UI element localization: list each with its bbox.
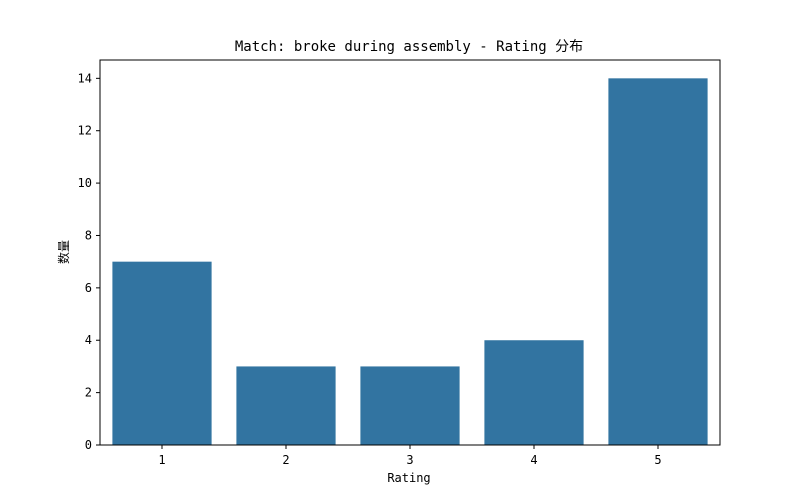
x-tick-label: 1 [158,453,165,467]
x-axis-label: Rating [387,471,430,485]
x-tick-label: 4 [530,453,537,467]
y-tick-label: 2 [85,386,92,400]
y-axis: 0 2 4 6 8 10 12 14 [78,71,100,452]
y-axis-label: 数量 [56,240,71,264]
y-tick-label: 6 [85,281,92,295]
bar-rating-5 [608,78,708,445]
x-tick-label: 3 [406,453,413,467]
x-tick-label: 2 [282,453,289,467]
y-tick-label: 12 [78,124,92,138]
bar-rating-1 [112,261,212,445]
x-axis: 1 2 3 4 5 [158,445,662,467]
bar-rating-4 [484,340,584,445]
bar-rating-2 [236,366,336,445]
bars-group [112,78,708,445]
y-tick-label: 10 [78,176,92,190]
x-tick-label: 5 [654,453,661,467]
chart-title: Match: broke during assembly - Rating 分布 [235,39,583,55]
y-tick-label: 14 [78,71,92,85]
y-tick-label: 4 [85,333,92,347]
y-tick-label: 0 [85,438,92,452]
bar-rating-3 [360,366,460,445]
plot-frame [99,59,721,446]
y-tick-label: 8 [85,228,92,242]
